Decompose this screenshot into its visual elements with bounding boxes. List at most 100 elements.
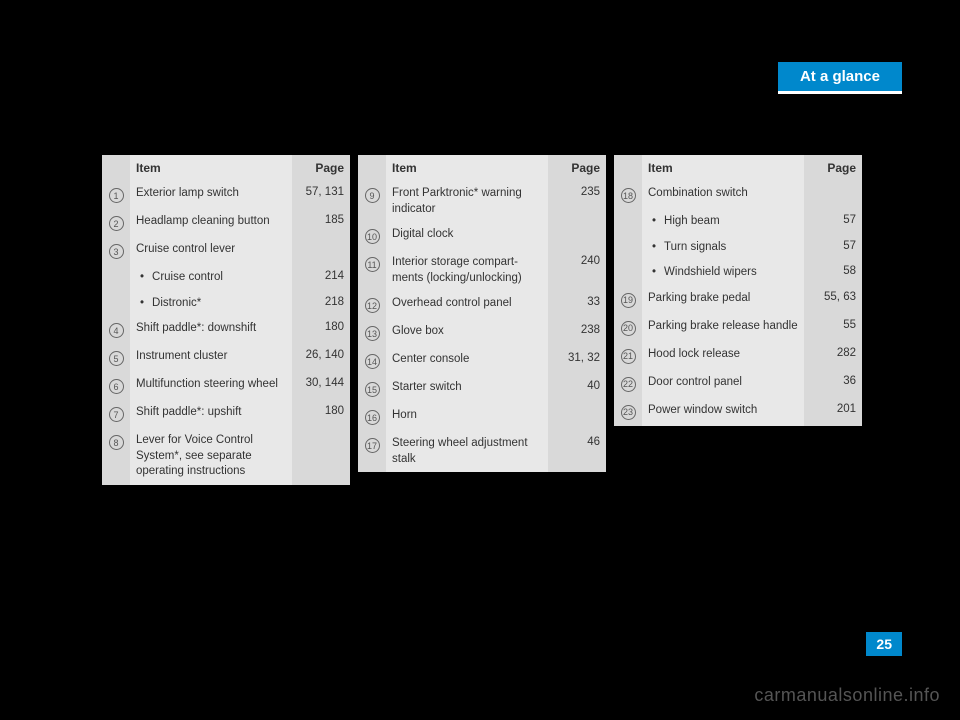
tables-container: ItemPage1Exterior lamp switch57, 1312Hea…: [102, 155, 862, 485]
circled-number-icon: 11: [365, 257, 380, 272]
row-num: 21: [614, 342, 642, 370]
row-item: Hood lock release: [642, 342, 804, 370]
header-item: Item: [642, 155, 804, 181]
row-page: 218: [292, 291, 350, 317]
row-page: 238: [548, 319, 606, 347]
row-page: 55, 63: [804, 286, 862, 314]
table-row: 5Instrument cluster26, 140: [102, 344, 350, 372]
circled-number-icon: 19: [621, 293, 636, 308]
row-page: [292, 428, 350, 485]
header-num: [358, 155, 386, 181]
table-row: 22Door control panel36: [614, 370, 862, 398]
row-item: Turn signals: [642, 235, 804, 261]
table-row: 16Horn: [358, 403, 606, 431]
row-item: Horn: [386, 403, 548, 431]
row-item: Interior storage compart-ments (locking/…: [386, 250, 548, 291]
circled-number-icon: 3: [109, 244, 124, 259]
row-item: Multifunction steering wheel: [130, 372, 292, 400]
table-row: 13Glove box238: [358, 319, 606, 347]
table-row: 15 Starter switch40: [358, 375, 606, 403]
row-num: [614, 209, 642, 235]
row-page: 282: [804, 342, 862, 370]
row-num: 13: [358, 319, 386, 347]
row-page: 26, 140: [292, 344, 350, 372]
row-item: Digital clock: [386, 222, 548, 250]
row-num: [102, 291, 130, 317]
row-num: 5: [102, 344, 130, 372]
row-item: Shift paddle*: upshift: [130, 400, 292, 428]
row-page: 235: [548, 181, 606, 222]
row-num: [614, 260, 642, 286]
row-num: 14: [358, 347, 386, 375]
header-page: Page: [292, 155, 350, 181]
row-page: [292, 237, 350, 265]
table-row: High beam57: [614, 209, 862, 235]
row-item: Front Parktronic* warning indicator: [386, 181, 548, 222]
circled-number-icon: 15: [365, 382, 380, 397]
row-item: High beam: [642, 209, 804, 235]
row-page: 46: [548, 431, 606, 472]
table-row: 20Parking brake release handle55: [614, 314, 862, 342]
row-page: 40: [548, 375, 606, 403]
circled-number-icon: 18: [621, 188, 636, 203]
row-item: Glove box: [386, 319, 548, 347]
table-row: 12Overhead control panel33: [358, 291, 606, 319]
table-2: ItemPage9Front Parktronic* warning indic…: [358, 155, 606, 485]
row-page: [548, 222, 606, 250]
table-row: 6Multifunction steering wheel30, 144: [102, 372, 350, 400]
row-item: Combination switch: [642, 181, 804, 209]
row-item: Power window switch: [642, 398, 804, 426]
table-row: 11 Interior storage compart-ments (lockin…: [358, 250, 606, 291]
circled-number-icon: 12: [365, 298, 380, 313]
table-row: 3 Cruise control lever: [102, 237, 350, 265]
row-num: 7: [102, 400, 130, 428]
row-page: 55: [804, 314, 862, 342]
circled-number-icon: 1: [109, 188, 124, 203]
row-item: Starter switch: [386, 375, 548, 403]
row-num: 20: [614, 314, 642, 342]
row-item: Cruise control lever: [130, 237, 292, 265]
row-num: 1: [102, 181, 130, 209]
row-item: Steering wheel adjustment stalk: [386, 431, 548, 472]
row-num: 8: [102, 428, 130, 485]
table-row: 9Front Parktronic* warning indicator235: [358, 181, 606, 222]
row-page: 31, 32: [548, 347, 606, 375]
row-page: 240: [548, 250, 606, 291]
row-item: Center console: [386, 347, 548, 375]
table-row: 14Center console31, 32: [358, 347, 606, 375]
table-row: 2Headlamp cleaning button185: [102, 209, 350, 237]
row-num: 3: [102, 237, 130, 265]
circled-number-icon: 17: [365, 438, 380, 453]
row-item: Exterior lamp switch: [130, 181, 292, 209]
row-page: 57, 131: [292, 181, 350, 209]
table-row: 23Power window switch201: [614, 398, 862, 426]
row-num: 18: [614, 181, 642, 209]
table-header: ItemPage: [614, 155, 862, 181]
row-num: 19: [614, 286, 642, 314]
circled-number-icon: 5: [109, 351, 124, 366]
circled-number-icon: 23: [621, 405, 636, 420]
table-3: ItemPage 18 Combination switchHigh beam57T…: [614, 155, 862, 485]
table-row: 7Shift paddle*: upshift180: [102, 400, 350, 428]
row-num: 2: [102, 209, 130, 237]
row-page: 180: [292, 400, 350, 428]
table-row: 18 Combination switch: [614, 181, 862, 209]
table-row: 1 Exterior lamp switch57, 131: [102, 181, 350, 209]
header-item: Item: [386, 155, 548, 181]
row-num: 22: [614, 370, 642, 398]
table-row: 19Parking brake pedal55, 63: [614, 286, 862, 314]
row-page: 33: [548, 291, 606, 319]
row-page: 30, 144: [292, 372, 350, 400]
row-num: 16: [358, 403, 386, 431]
row-item: Door control panel: [642, 370, 804, 398]
row-item: Cruise control: [130, 265, 292, 291]
table-row: 4Shift paddle*: downshift180: [102, 316, 350, 344]
header-page: Page: [548, 155, 606, 181]
row-page: 58: [804, 260, 862, 286]
circled-number-icon: 22: [621, 377, 636, 392]
row-page: 57: [804, 209, 862, 235]
row-num: [102, 265, 130, 291]
header-num: [102, 155, 130, 181]
table-row: Cruise control214: [102, 265, 350, 291]
table-header: ItemPage: [358, 155, 606, 181]
